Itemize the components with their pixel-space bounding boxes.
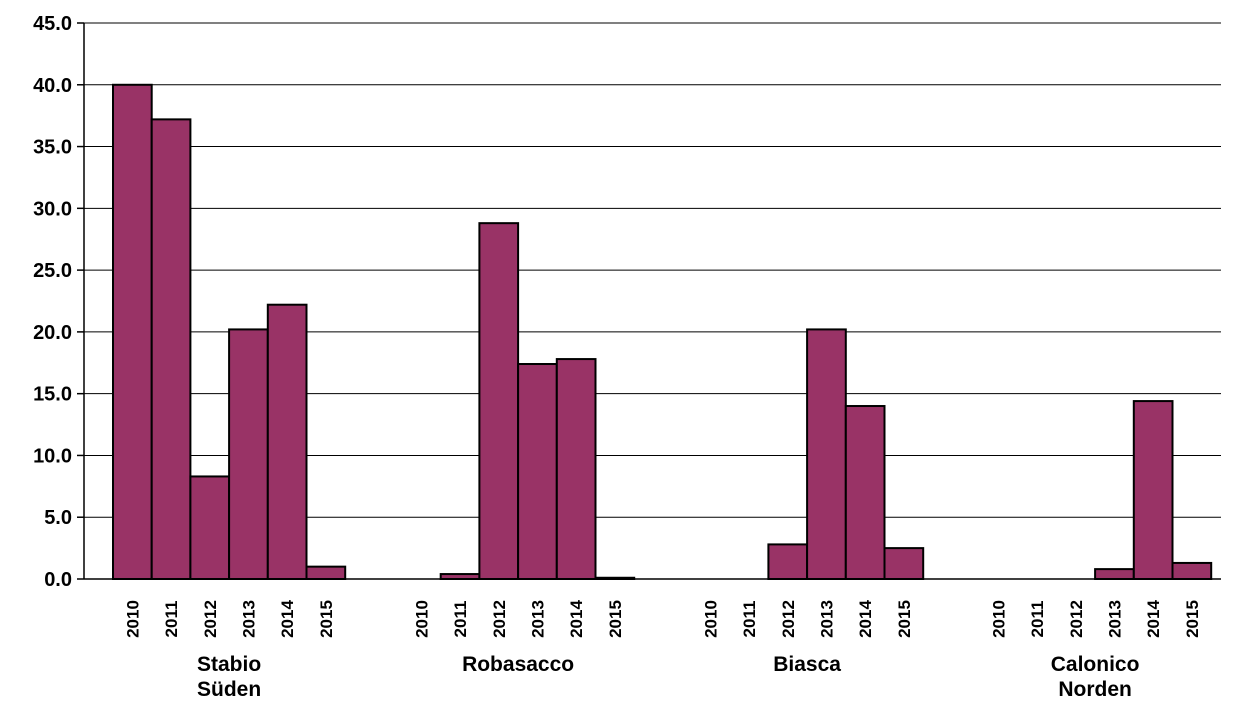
bar bbox=[767, 543, 809, 580]
x-tick-label: 2010 bbox=[412, 600, 431, 638]
bar bbox=[305, 565, 347, 581]
y-tick-label: 15.0 bbox=[33, 384, 72, 406]
y-tick-label: 10.0 bbox=[33, 445, 72, 467]
bar bbox=[806, 328, 847, 581]
y-tick-label: 30.0 bbox=[33, 198, 72, 220]
bar bbox=[228, 328, 269, 581]
x-tick-labels: 2010 2011 2012 2013 2014 2015 2010 2011 2012 2013… bbox=[123, 600, 1202, 638]
bar bbox=[266, 303, 308, 580]
x-tick-label: 2012 bbox=[1067, 600, 1086, 638]
y-tick-label: 20.0 bbox=[33, 322, 72, 344]
bar bbox=[517, 363, 558, 580]
x-tick-label: 2011 bbox=[740, 601, 759, 638]
x-tick-label: 2013 bbox=[817, 600, 836, 638]
x-tick-label: 2012 bbox=[201, 600, 220, 638]
x-tick-label: 2014 bbox=[567, 600, 586, 638]
group-label: Biasca bbox=[773, 653, 841, 676]
y-tick-label: 35.0 bbox=[33, 137, 72, 159]
bar bbox=[883, 547, 925, 580]
bar bbox=[478, 222, 520, 580]
bar bbox=[1132, 400, 1174, 580]
x-tick-label: 2015 bbox=[895, 600, 914, 638]
x-tick-label: 2015 bbox=[317, 600, 336, 638]
bar bbox=[1094, 568, 1135, 580]
x-tick-label: 2012 bbox=[779, 600, 798, 638]
bar bbox=[1171, 561, 1213, 581]
y-tick-label: 5.0 bbox=[44, 507, 72, 529]
axes bbox=[77, 22, 1221, 580]
x-tick-label: 2014 bbox=[1144, 600, 1163, 638]
x-tick-label: 2014 bbox=[278, 600, 297, 638]
x-tick-label: 2011 bbox=[162, 601, 181, 638]
group-label: Norden bbox=[1058, 678, 1132, 701]
x-tick-label: 2011 bbox=[451, 601, 470, 638]
x-tick-label: 2012 bbox=[490, 600, 509, 638]
x-tick-label: 2011 bbox=[1028, 601, 1047, 638]
y-tick-label: 25.0 bbox=[33, 260, 72, 282]
group-label: Calonico bbox=[1051, 653, 1140, 676]
group-label: Robasacco bbox=[462, 653, 574, 676]
x-tick-label: 2015 bbox=[606, 600, 625, 638]
bar bbox=[150, 118, 192, 581]
bar bbox=[555, 358, 597, 580]
bar bbox=[844, 405, 886, 580]
y-tick-label: 45.0 bbox=[33, 13, 72, 35]
x-tick-label: 2013 bbox=[1105, 600, 1124, 638]
y-tick-label: 0.0 bbox=[44, 569, 72, 591]
x-tick-label: 2010 bbox=[123, 600, 142, 638]
group-label: Stabio bbox=[197, 653, 261, 676]
bar bbox=[189, 475, 231, 580]
x-tick-label: 2013 bbox=[239, 600, 258, 638]
bars bbox=[112, 83, 1213, 581]
x-tick-label: 2010 bbox=[701, 600, 720, 638]
y-tick-label: 40.0 bbox=[33, 75, 72, 97]
y-tick-labels: 0.0 5.0 10.0 15.0 20.0 25.0 30.0 35.0 40.0 45.0 bbox=[33, 13, 72, 591]
x-tick-label: 2014 bbox=[856, 600, 875, 638]
x-tick-label: 2013 bbox=[528, 600, 547, 638]
group-label: Süden bbox=[197, 678, 261, 701]
x-tick-label: 2015 bbox=[1183, 600, 1202, 638]
bar bbox=[112, 83, 153, 581]
x-tick-label: 2010 bbox=[989, 600, 1008, 638]
